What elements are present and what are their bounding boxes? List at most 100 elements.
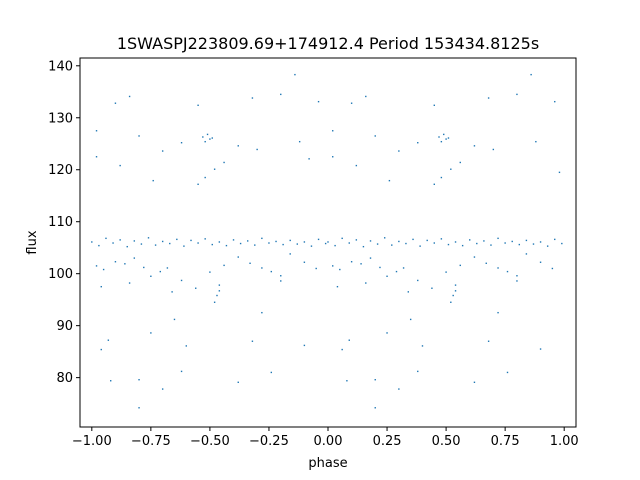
data-point xyxy=(251,97,254,99)
data-point xyxy=(440,140,443,143)
data-point xyxy=(516,93,518,96)
data-point xyxy=(362,245,365,248)
x-tick-label: −0.75 xyxy=(131,434,171,449)
data-point xyxy=(239,242,242,245)
data-point xyxy=(504,242,506,244)
data-point xyxy=(225,244,228,247)
data-point xyxy=(433,183,435,185)
data-point xyxy=(169,242,171,245)
x-tick-label: −0.25 xyxy=(249,434,289,449)
data-point xyxy=(152,179,154,182)
data-point xyxy=(365,95,367,98)
data-point xyxy=(469,239,471,241)
y-tick-label: 100 xyxy=(48,267,73,282)
data-point xyxy=(197,104,199,106)
data-point xyxy=(440,238,443,240)
data-point xyxy=(143,266,145,269)
data-point xyxy=(180,370,183,373)
data-point xyxy=(341,237,343,240)
data-point xyxy=(473,145,476,147)
data-point xyxy=(204,238,206,240)
data-point xyxy=(209,138,211,140)
y-tick-label: 120 xyxy=(48,163,73,178)
data-point xyxy=(138,379,140,381)
data-point xyxy=(105,237,107,240)
x-tick-label: 1.00 xyxy=(550,434,579,449)
data-point xyxy=(546,245,549,247)
data-point xyxy=(154,244,157,246)
data-point xyxy=(107,339,110,341)
data-point xyxy=(506,270,509,273)
data-point xyxy=(348,242,350,244)
data-point xyxy=(431,287,433,289)
data-point xyxy=(310,245,313,247)
data-point xyxy=(506,371,509,374)
data-point xyxy=(532,243,535,245)
data-point xyxy=(454,241,457,243)
data-point xyxy=(391,244,393,246)
data-point xyxy=(497,267,499,269)
data-point xyxy=(355,164,358,167)
data-point xyxy=(195,287,197,289)
data-point xyxy=(102,268,105,271)
data-point xyxy=(332,265,334,267)
data-point xyxy=(185,345,187,347)
data-point xyxy=(445,138,447,140)
x-tick-label: 0.50 xyxy=(432,434,461,449)
data-point xyxy=(348,339,350,341)
data-point xyxy=(171,291,173,293)
data-point xyxy=(247,240,249,242)
data-point xyxy=(497,311,499,314)
data-point xyxy=(251,340,254,342)
data-point xyxy=(237,145,239,147)
data-point xyxy=(346,380,348,382)
data-point xyxy=(407,291,409,293)
data-point xyxy=(161,150,164,152)
data-point xyxy=(261,311,263,314)
data-point xyxy=(454,284,457,286)
x-axis-label: phase xyxy=(308,456,347,471)
data-point xyxy=(447,137,450,139)
data-point xyxy=(138,407,140,409)
data-point xyxy=(303,241,306,243)
data-point xyxy=(487,97,490,99)
data-point xyxy=(270,371,273,374)
data-point xyxy=(459,161,461,164)
data-point xyxy=(369,257,372,259)
data-point xyxy=(376,243,379,245)
data-point xyxy=(445,271,447,273)
data-point xyxy=(374,135,376,137)
data-point xyxy=(147,237,150,239)
data-point xyxy=(525,253,528,255)
data-point xyxy=(398,388,400,390)
data-point xyxy=(237,256,239,258)
data-point xyxy=(275,240,277,243)
data-point xyxy=(438,136,440,138)
data-point xyxy=(461,244,464,247)
data-point xyxy=(388,179,391,182)
data-point xyxy=(303,261,306,263)
data-point xyxy=(490,244,492,246)
x-tick-label: −1.00 xyxy=(72,434,112,449)
data-point xyxy=(190,239,192,242)
data-point xyxy=(140,243,143,245)
data-point xyxy=(270,270,273,273)
x-axis-ticks: −1.00 −0.75 −0.50 −0.25 0.00 0.25 0.50 0.75 1.00 xyxy=(72,427,579,449)
data-point xyxy=(398,240,400,243)
data-point xyxy=(126,245,128,248)
data-point xyxy=(218,290,221,292)
data-point xyxy=(539,261,542,263)
data-point xyxy=(386,275,388,277)
data-point xyxy=(554,238,556,241)
chart-title: 1SWASPJ223809.69+174912.4 Period 153434.… xyxy=(117,34,539,53)
data-point xyxy=(204,176,206,179)
data-point xyxy=(280,280,282,282)
data-point xyxy=(561,242,563,245)
data-point xyxy=(206,133,209,136)
data-point xyxy=(124,263,126,265)
data-point xyxy=(197,242,199,244)
data-point xyxy=(197,183,199,185)
data-point xyxy=(332,130,334,132)
data-point xyxy=(100,285,102,288)
